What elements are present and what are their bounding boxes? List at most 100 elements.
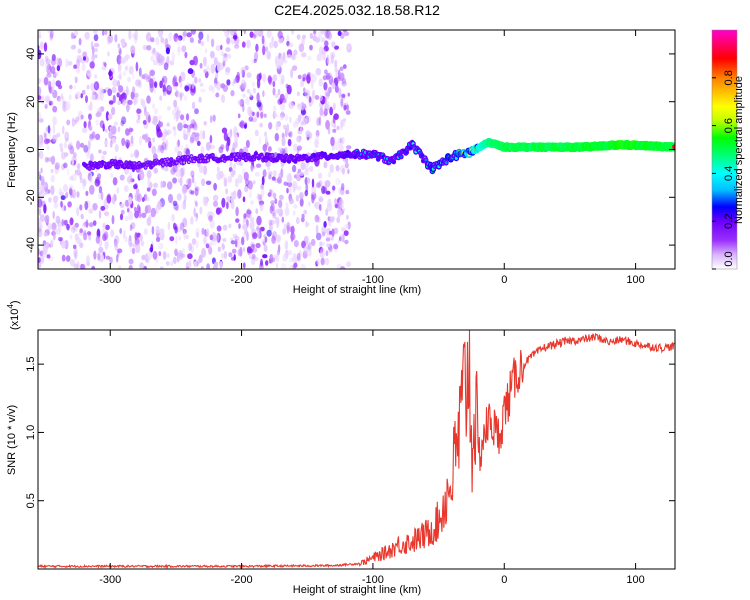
noise-speckle [139, 262, 144, 269]
noise-speckle [311, 178, 315, 188]
noise-speckle [227, 31, 231, 38]
noise-speckle [259, 202, 264, 212]
noise-speckle [210, 38, 215, 48]
noise-speckle [321, 36, 325, 42]
noise-speckle [270, 203, 275, 212]
noise-speckle [118, 58, 121, 66]
noise-speckle [275, 93, 279, 99]
noise-speckle [273, 105, 277, 113]
noise-speckle [340, 186, 345, 196]
noise-speckle [242, 104, 245, 112]
noise-speckle [194, 187, 199, 197]
noise-speckle [252, 81, 255, 88]
noise-speckle [73, 30, 79, 37]
noise-speckle [333, 113, 339, 120]
snr-y-ticks: 0.5 1.0 1.5 [25, 356, 675, 508]
noise-speckle [69, 146, 75, 155]
noise-speckle [153, 87, 157, 94]
noise-speckle [223, 250, 228, 260]
noise-speckle [223, 177, 228, 187]
noise-speckle [300, 264, 306, 269]
noise-speckle [185, 234, 189, 240]
noise-speckle [58, 187, 63, 197]
noise-speckle [38, 171, 41, 176]
noise-speckle [299, 171, 305, 177]
noise-speckle [282, 59, 288, 64]
noise-speckle [318, 78, 323, 87]
noise-speckle [107, 113, 113, 120]
noise-speckle [221, 197, 226, 208]
noise-speckle [320, 30, 326, 35]
noise-speckle [195, 231, 200, 238]
noise-speckle [174, 248, 178, 257]
noise-speckle [274, 216, 280, 225]
noise-speckle [66, 119, 71, 126]
noise-speckle [289, 130, 293, 138]
x-tick-label: -200 [231, 274, 253, 286]
noise-speckle [97, 173, 102, 180]
noise-speckle [92, 45, 95, 56]
noise-speckle [341, 77, 347, 85]
noise-speckle [347, 92, 351, 97]
noise-speckle [52, 124, 56, 135]
noise-speckle [73, 64, 78, 69]
noise-speckle [191, 81, 195, 89]
noise-speckle [127, 99, 133, 105]
noise-speckle [235, 206, 239, 217]
noise-speckle [277, 30, 283, 39]
noise-speckle [108, 34, 113, 44]
noise-speckle [281, 74, 285, 85]
noise-speckle [309, 44, 313, 51]
noise-speckle [130, 135, 134, 144]
noise-speckle [246, 39, 251, 49]
noise-speckle [325, 72, 331, 80]
noise-speckle [70, 44, 76, 50]
noise-speckle [151, 119, 158, 125]
x-tick-label: 100 [626, 274, 644, 286]
noise-speckle [246, 208, 252, 219]
noise-speckle [104, 140, 108, 146]
noise-speckle [343, 230, 349, 237]
noise-speckle [308, 201, 311, 207]
noise-speckle [172, 256, 177, 265]
noise-speckle [160, 36, 165, 43]
noise-speckle [301, 52, 307, 58]
noise-speckle [333, 227, 339, 235]
signal-core [109, 163, 112, 167]
noise-speckle [203, 121, 207, 126]
snr-y-multiplier: (x104) [6, 300, 21, 330]
noise-speckle [199, 206, 203, 215]
noise-speckle [39, 250, 44, 257]
noise-speckle [52, 116, 57, 126]
noise-speckle [39, 174, 42, 181]
noise-speckle [317, 216, 321, 223]
snr-x-label: Height of straight line (km) [293, 584, 421, 596]
noise-speckle [65, 58, 69, 68]
noise-speckle [104, 241, 109, 250]
noise-speckle [230, 240, 236, 245]
spectrogram-x-ticks: -300 -200 -100 0 100 [99, 30, 645, 286]
noise-speckle [68, 94, 72, 101]
noise-speckle [38, 77, 41, 85]
noise-speckle [334, 84, 339, 94]
noise-speckle [316, 117, 321, 126]
noise-speckle [125, 54, 130, 60]
noise-speckle [180, 145, 184, 150]
noise-speckle [244, 122, 248, 128]
noise-speckle [259, 200, 265, 206]
noise-speckle [266, 229, 272, 237]
noise-speckle [167, 106, 171, 111]
noise-speckle [76, 261, 80, 269]
noise-speckle [203, 236, 207, 245]
noise-speckle [274, 132, 279, 142]
noise-speckle [205, 243, 210, 249]
y-tick-label: 1.5 [25, 356, 37, 371]
noise-speckle [203, 56, 207, 67]
noise-speckle [249, 200, 254, 205]
noise-speckle [119, 174, 125, 181]
noise-speckle [286, 187, 289, 194]
noise-speckle [92, 203, 98, 211]
spectrogram-x-label: Height of straight line (km) [293, 284, 421, 296]
noise-speckle [110, 139, 113, 148]
noise-speckle [284, 240, 289, 250]
